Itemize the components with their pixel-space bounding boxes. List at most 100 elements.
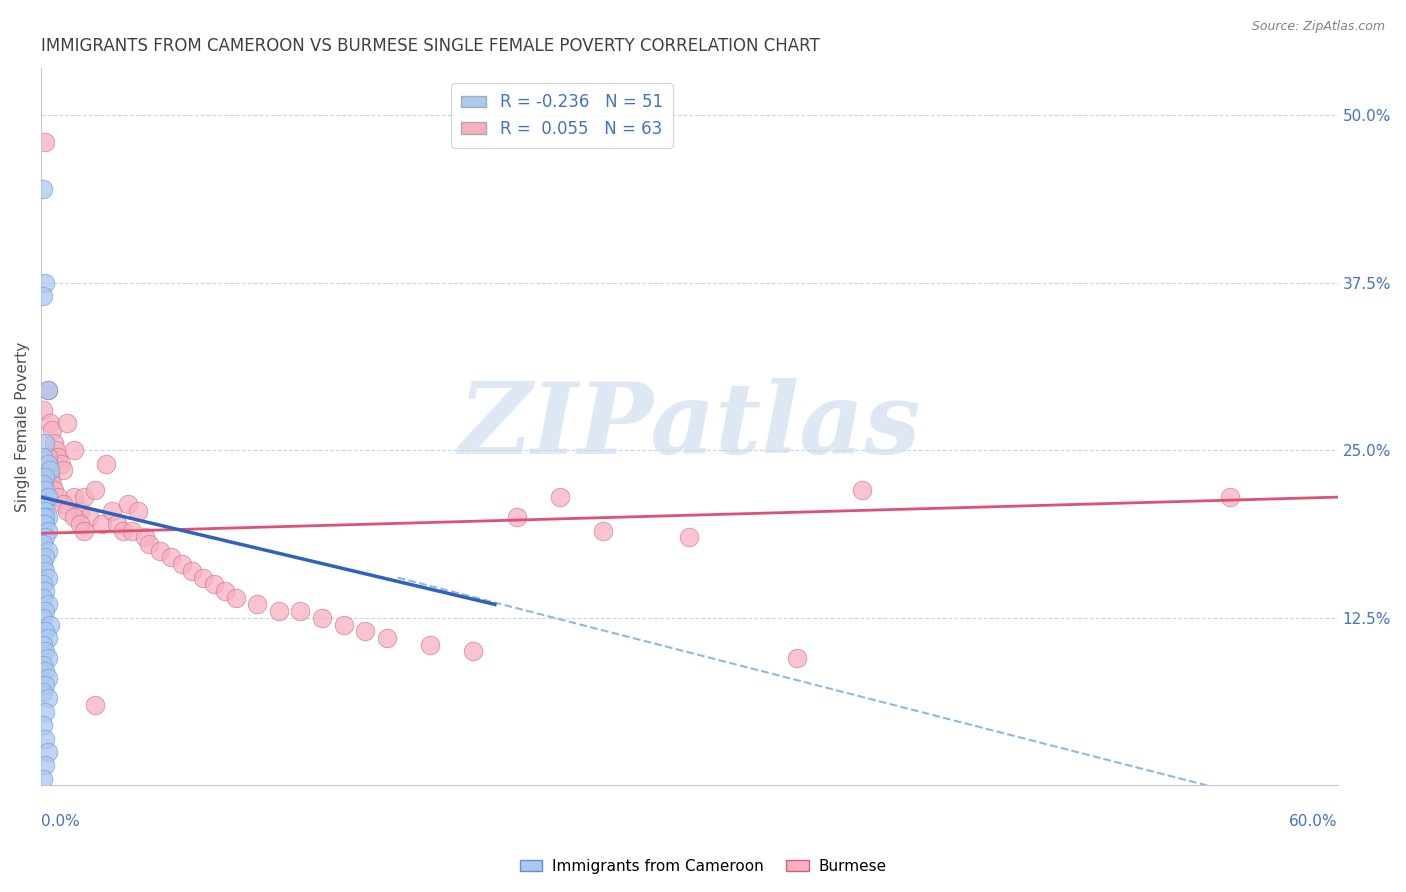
Point [56, 417, 79, 431]
Text: ZIPatlas: ZIPatlas [458, 378, 921, 475]
Point [34, 731, 56, 746]
Point [32, 476, 55, 491]
Point [112, 524, 135, 538]
Point [56, 503, 79, 517]
Point [354, 624, 377, 639]
Point [37, 490, 59, 504]
Point [34, 624, 56, 639]
Legend: R = -0.236   N = 51, R =  0.055   N = 63: R = -0.236 N = 51, R = 0.055 N = 63 [451, 84, 673, 148]
Point [48, 450, 70, 464]
Point [34, 604, 56, 618]
Point [41, 476, 63, 491]
Point [32, 772, 55, 786]
Point [34, 483, 56, 498]
Text: 0.0%: 0.0% [41, 814, 80, 830]
Point [37, 524, 59, 538]
Point [42, 483, 65, 498]
Point [38, 417, 60, 431]
Point [37, 510, 59, 524]
Point [34, 470, 56, 484]
Point [32, 718, 55, 732]
Point [786, 651, 808, 665]
Point [37, 691, 59, 706]
Point [193, 571, 215, 585]
Point [32, 450, 55, 464]
Point [34, 758, 56, 772]
Point [225, 591, 247, 605]
Point [34, 665, 56, 679]
Point [90, 516, 112, 531]
Point [37, 383, 59, 397]
Point [34, 678, 56, 692]
Point [37, 450, 59, 464]
Point [41, 423, 63, 437]
Point [32, 289, 55, 303]
Point [37, 457, 59, 471]
Legend: Immigrants from Cameroon, Burmese: Immigrants from Cameroon, Burmese [513, 853, 893, 880]
Point [37, 631, 59, 645]
Point [134, 530, 156, 544]
Point [463, 644, 485, 658]
Point [69, 516, 91, 531]
Point [34, 276, 56, 290]
Point [678, 530, 700, 544]
Point [117, 497, 139, 511]
Point [34, 483, 56, 498]
Point [149, 543, 172, 558]
Point [34, 135, 56, 149]
Point [32, 591, 55, 605]
Point [62, 510, 84, 524]
Point [32, 510, 55, 524]
Point [101, 503, 124, 517]
Point [851, 483, 873, 498]
Point [49, 457, 72, 471]
Point [94, 457, 117, 471]
Point [34, 516, 56, 531]
Point [34, 584, 56, 599]
Point [62, 490, 84, 504]
Point [37, 571, 59, 585]
Point [37, 598, 59, 612]
Point [73, 524, 96, 538]
Point [37, 543, 59, 558]
Point [138, 537, 160, 551]
Text: IMMIGRANTS FROM CAMEROON VS BURMESE SINGLE FEMALE POVERTY CORRELATION CHART: IMMIGRANTS FROM CAMEROON VS BURMESE SING… [41, 37, 820, 55]
Point [42, 436, 65, 450]
Point [1219, 490, 1241, 504]
Point [32, 657, 55, 672]
Point [34, 705, 56, 719]
Point [84, 698, 107, 712]
Y-axis label: Single Female Poverty: Single Female Poverty [15, 342, 30, 512]
Point [38, 617, 60, 632]
Point [34, 436, 56, 450]
Point [37, 651, 59, 665]
Point [52, 497, 75, 511]
Point [32, 684, 55, 698]
Point [32, 537, 55, 551]
Point [311, 611, 333, 625]
Point [159, 550, 181, 565]
Point [73, 490, 96, 504]
Point [202, 577, 225, 591]
Point [246, 598, 269, 612]
Point [419, 638, 441, 652]
Point [121, 524, 143, 538]
Text: 60.0%: 60.0% [1289, 814, 1337, 830]
Point [52, 463, 75, 477]
Point [34, 564, 56, 578]
Point [32, 403, 55, 417]
Point [548, 490, 571, 504]
Point [214, 584, 236, 599]
Point [48, 490, 70, 504]
Point [34, 530, 56, 544]
Point [37, 745, 59, 759]
Text: Source: ZipAtlas.com: Source: ZipAtlas.com [1251, 20, 1385, 33]
Point [290, 604, 312, 618]
Point [375, 631, 398, 645]
Point [37, 383, 59, 397]
Point [34, 644, 56, 658]
Point [84, 483, 107, 498]
Point [34, 503, 56, 517]
Point [505, 510, 527, 524]
Point [62, 443, 84, 458]
